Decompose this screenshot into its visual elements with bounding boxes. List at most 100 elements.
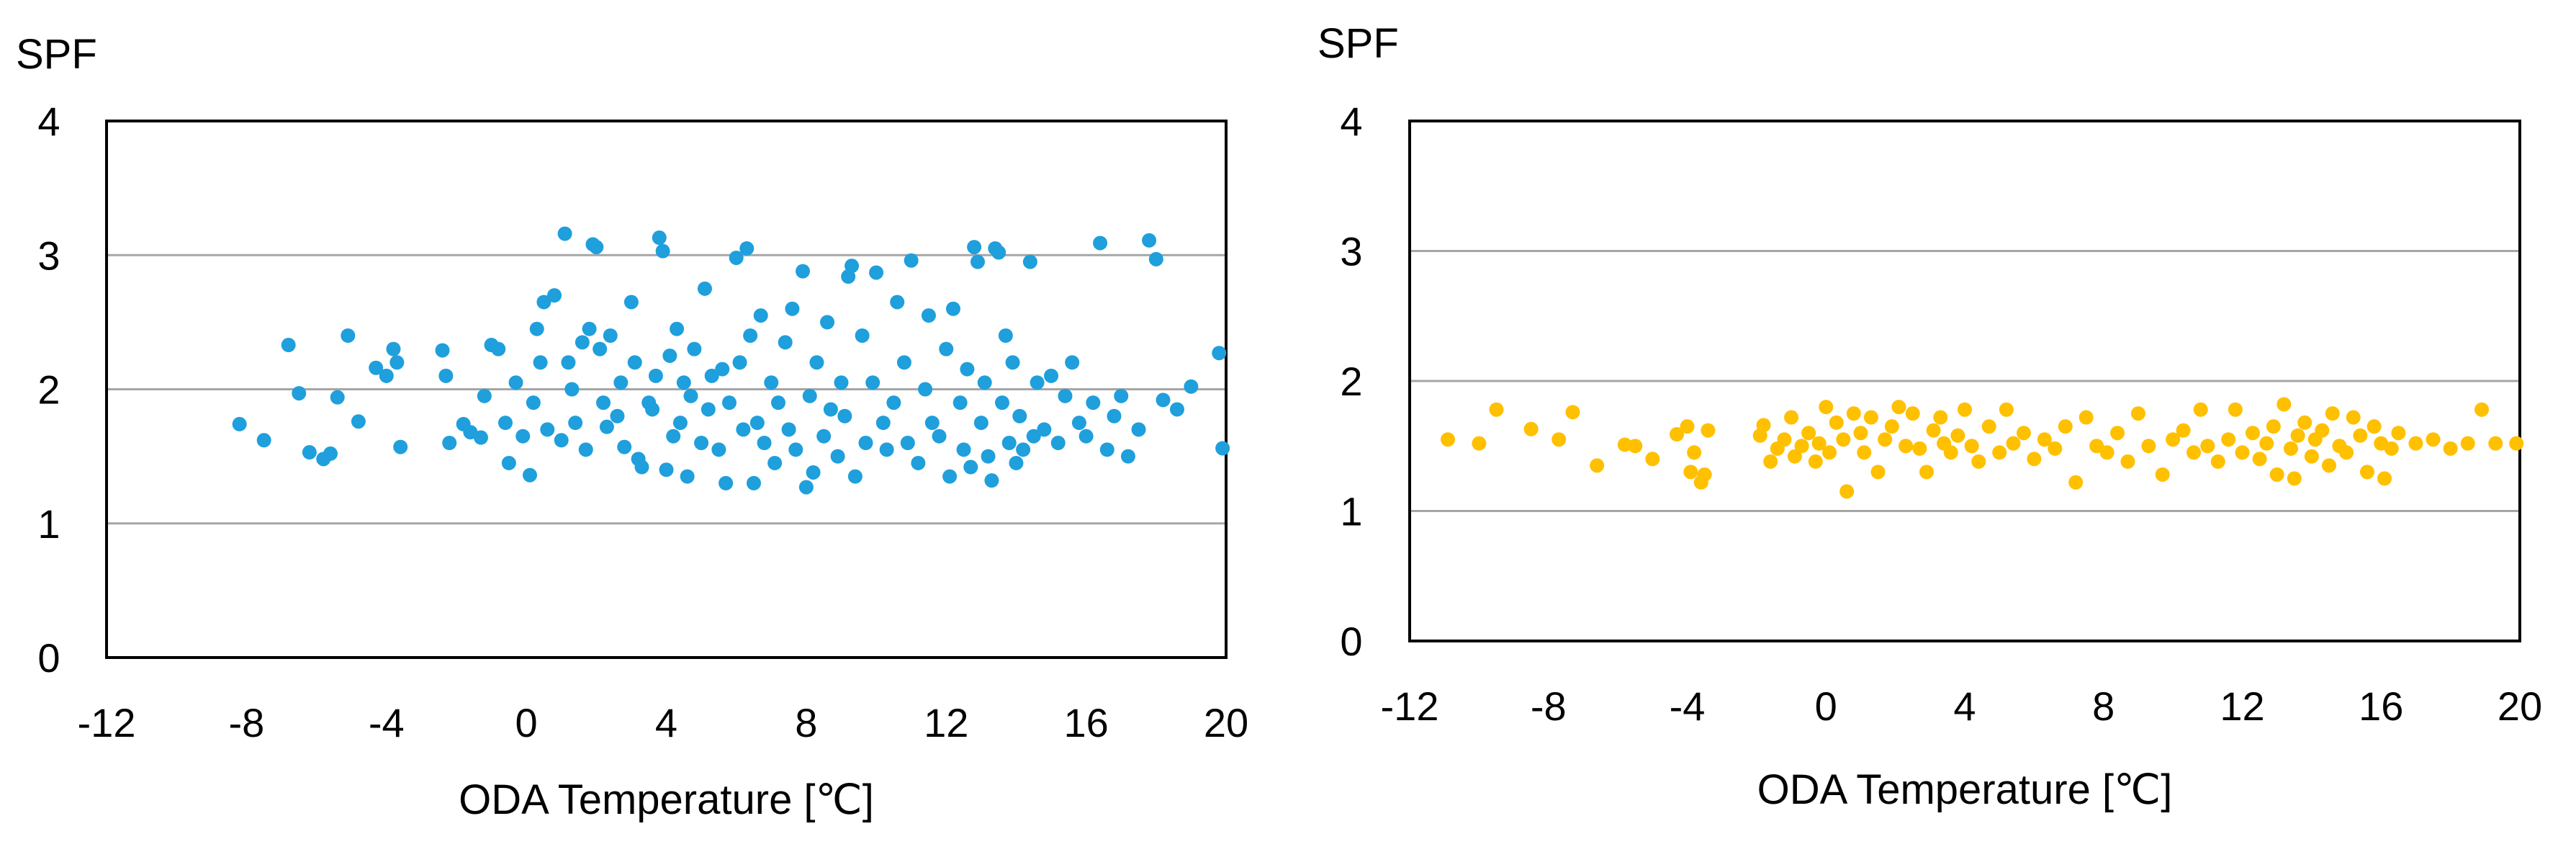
- data-point: [796, 264, 811, 279]
- data-point: [746, 475, 761, 490]
- data-point: [1022, 254, 1037, 269]
- data-point: [743, 328, 758, 343]
- x-tick-label: -8: [1531, 683, 1567, 729]
- x-tick-label: 0: [1815, 683, 1837, 729]
- data-point: [1787, 449, 1802, 464]
- data-point: [655, 243, 670, 259]
- data-point: [578, 442, 593, 457]
- data-point: [2027, 452, 2042, 467]
- data-point: [2130, 406, 2145, 421]
- x-tick-label: 4: [655, 700, 677, 745]
- data-point: [2176, 423, 2191, 438]
- data-point: [977, 375, 992, 390]
- data-point: [292, 386, 307, 401]
- data-point: [2048, 441, 2063, 456]
- data-point: [802, 388, 817, 403]
- data-point: [540, 422, 555, 437]
- data-point: [865, 375, 881, 390]
- data-point: [2200, 439, 2215, 454]
- x-tick-label: -4: [369, 700, 405, 745]
- data-point: [2058, 419, 2073, 434]
- data-point: [1078, 429, 1094, 444]
- data-point: [1142, 233, 1157, 248]
- data-point: [2325, 406, 2340, 421]
- data-point: [1030, 375, 1045, 390]
- data-point: [1870, 465, 1886, 480]
- data-point: [1971, 454, 1986, 469]
- data-point: [694, 436, 709, 450]
- y-tick-label: 3: [37, 233, 60, 278]
- data-point: [715, 362, 730, 377]
- data-point: [1065, 355, 1080, 370]
- data-point: [634, 459, 649, 475]
- data-point: [855, 328, 870, 343]
- data-point: [662, 348, 677, 363]
- data-point: [529, 321, 544, 336]
- data-point: [1472, 436, 1487, 451]
- data-point: [1794, 439, 1809, 454]
- data-point: [2304, 449, 2319, 464]
- data-point: [886, 395, 901, 411]
- data-point: [575, 335, 590, 350]
- data-point: [1489, 402, 1504, 417]
- data-point: [386, 341, 401, 357]
- data-point: [2460, 436, 2475, 451]
- data-point: [564, 382, 580, 397]
- data-point: [1992, 445, 2007, 460]
- data-point: [593, 341, 608, 357]
- data-point: [442, 436, 457, 450]
- data-point: [973, 416, 988, 431]
- data-point: [1777, 432, 1792, 447]
- data-point: [351, 414, 366, 429]
- y-tick-label: 2: [37, 367, 60, 413]
- x-tick-label: 12: [2220, 683, 2264, 729]
- data-point: [1958, 402, 1972, 417]
- data-point: [820, 315, 835, 330]
- data-point: [477, 388, 492, 403]
- data-point: [2259, 436, 2274, 451]
- data-point: [1523, 421, 1539, 436]
- data-point: [809, 355, 824, 370]
- data-point: [2283, 441, 2298, 456]
- data-point: [1839, 484, 1855, 499]
- data-point: [995, 395, 1009, 411]
- data-point: [2474, 402, 2489, 417]
- data-point: [2408, 436, 2423, 451]
- data-point: [438, 368, 454, 383]
- data-point: [1645, 452, 1660, 467]
- data-point: [788, 442, 803, 457]
- data-point: [281, 338, 296, 353]
- data-point: [1044, 368, 1059, 383]
- data-point: [697, 281, 712, 296]
- data-point: [1012, 408, 1027, 423]
- x-tick-label: 8: [795, 700, 817, 745]
- data-point: [847, 469, 863, 484]
- data-point: [1131, 422, 1146, 437]
- data-point: [1950, 428, 1965, 443]
- data-point: [1999, 402, 2014, 417]
- data-point: [2391, 426, 2406, 441]
- data-point: [806, 465, 821, 480]
- data-point: [2297, 415, 2312, 430]
- data-point: [596, 395, 611, 411]
- data-point: [1853, 426, 1868, 441]
- data-point: [659, 462, 674, 477]
- data-point: [757, 436, 772, 450]
- data-point: [1899, 439, 1914, 454]
- x-tick-label: -4: [1670, 683, 1706, 729]
- y-tick-label: 2: [1340, 359, 1362, 404]
- data-point: [2141, 439, 2156, 454]
- x-tick-label: 16: [2359, 683, 2403, 729]
- data-point: [1552, 432, 1567, 447]
- data-point: [547, 288, 562, 303]
- data-point: [2366, 419, 2382, 434]
- data-point: [816, 429, 832, 444]
- data-point: [701, 402, 716, 417]
- y-tick-label: 1: [37, 501, 60, 547]
- data-point: [648, 368, 663, 383]
- data-point: [900, 436, 915, 450]
- data-point: [379, 368, 394, 383]
- data-point: [921, 308, 936, 323]
- data-point: [522, 467, 537, 483]
- data-point: [1215, 441, 1230, 456]
